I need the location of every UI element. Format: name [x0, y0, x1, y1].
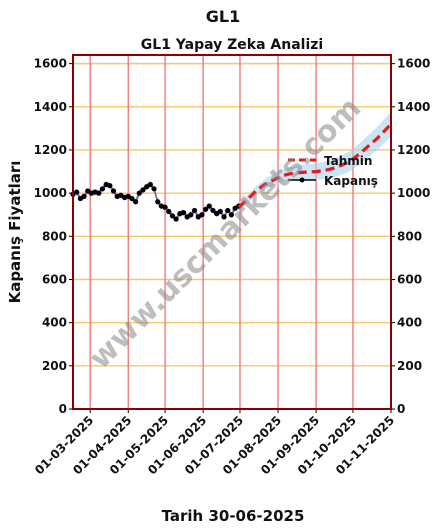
y-tick-label: 1400	[34, 100, 67, 114]
legend-label-kapanis: Kapanış	[324, 174, 378, 188]
kapanis-point	[221, 214, 227, 220]
y-tick-label-right: 0	[397, 402, 405, 416]
kapanis-point	[199, 212, 205, 218]
kapanis-point	[203, 206, 209, 212]
kapanis-point	[140, 187, 146, 193]
kapanis-point	[107, 182, 113, 189]
tahmin-line	[237, 122, 393, 209]
kapanis-point	[74, 189, 80, 195]
kapanis-point	[133, 199, 139, 205]
kapanis-point	[173, 216, 179, 222]
kapanis-point	[228, 212, 234, 218]
y-tick-label-right: 200	[397, 359, 422, 373]
y-tick-label-right: 400	[397, 316, 422, 330]
kapanis-point	[210, 207, 216, 214]
kapanis-point	[155, 199, 161, 205]
chart-subtitle: GL1 Yapay Zeka Analizi	[141, 37, 323, 53]
kapanis-point	[162, 204, 168, 210]
tahmin-band	[238, 111, 391, 212]
y-tick-label-right: 800	[397, 229, 422, 243]
y-tick-label-right: 600	[397, 272, 422, 286]
y-tick-label: 800	[42, 229, 67, 243]
kapanis-point	[217, 208, 223, 215]
kapanis-point	[188, 212, 194, 218]
legend: Tahmin Kapanış	[288, 154, 378, 188]
kapanis-point	[180, 209, 187, 216]
kapanis-point	[81, 193, 87, 199]
x-axis: 01-03-202501-04-202501-05-202501-06-2025…	[32, 409, 397, 477]
y-axis-right: 0 200 400 600 800 1000 1200 1400 1600	[391, 57, 430, 416]
y-tick-label: 200	[42, 359, 67, 373]
y-tick-label: 600	[42, 272, 67, 286]
kapanis-point	[147, 181, 153, 188]
y-axis-left: 0 200 400 600 800 1000 1200 1400 1600	[34, 57, 73, 416]
kapanis-point	[151, 186, 157, 192]
y-tick-label-right: 1000	[397, 186, 430, 200]
kapanis-point	[206, 203, 212, 209]
y-tick-label: 1000	[34, 186, 67, 200]
plot-area	[73, 55, 391, 409]
y-axis-label: Kapanış Fiyatları	[6, 161, 24, 304]
y-tick-label: 1600	[34, 57, 67, 71]
y-tick-label: 0	[59, 402, 67, 416]
legend-label-tahmin: Tahmin	[324, 154, 372, 168]
y-tick-label: 1200	[34, 143, 67, 157]
kapanis-point	[169, 213, 176, 219]
y-tick-label: 400	[42, 316, 67, 330]
kapanis-point	[225, 207, 231, 214]
chart-title: GL1	[206, 7, 240, 26]
kapanis-point	[136, 190, 142, 196]
kapanis-point	[99, 186, 106, 192]
kapanis-point	[110, 188, 117, 194]
plot-frame	[72, 54, 392, 410]
x-axis-label: Tarih 30-06-2025	[162, 507, 305, 525]
y-tick-label-right: 1200	[397, 143, 430, 157]
y-tick-label-right: 1600	[397, 57, 430, 71]
kapanis-point	[129, 195, 135, 202]
legend-swatch-kapanis-dot	[299, 177, 305, 183]
y-tick-label-right: 1400	[397, 100, 430, 114]
kapanis-point	[191, 207, 198, 214]
kapanis-line	[72, 183, 240, 221]
kapanis-point	[166, 208, 172, 215]
kapanis-point	[96, 190, 102, 196]
